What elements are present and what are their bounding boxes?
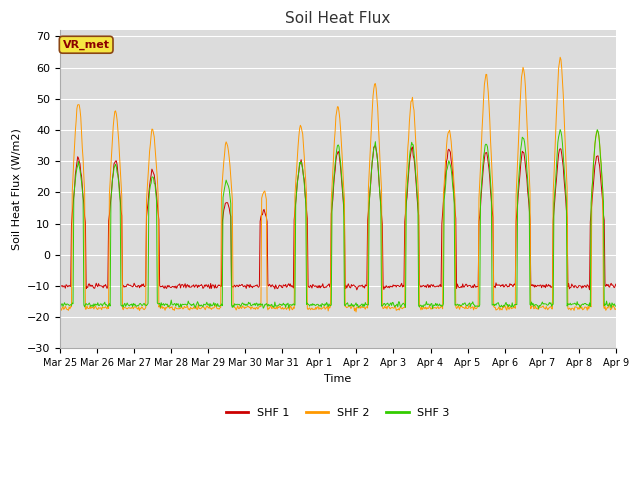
SHF 1 bbox=[612, 281, 620, 287]
SHF 1 bbox=[124, 281, 131, 287]
SHF 2 bbox=[209, 305, 217, 311]
SHF 3 bbox=[56, 305, 64, 311]
SHF 2 bbox=[612, 306, 620, 312]
Line: SHF 3: SHF 3 bbox=[60, 130, 616, 309]
SHF 1 bbox=[209, 282, 217, 288]
SHF 2 bbox=[180, 306, 188, 312]
Y-axis label: Soil Heat Flux (W/m2): Soil Heat Flux (W/m2) bbox=[11, 128, 21, 250]
SHF 1 bbox=[407, 149, 415, 155]
Line: SHF 2: SHF 2 bbox=[60, 57, 616, 312]
Text: VR_met: VR_met bbox=[63, 40, 109, 50]
SHF 2 bbox=[422, 306, 430, 312]
SHF 3 bbox=[534, 306, 542, 312]
SHF 3 bbox=[612, 303, 620, 309]
SHF 2 bbox=[406, 109, 414, 115]
SHF 1 bbox=[423, 282, 431, 288]
Line: SHF 1: SHF 1 bbox=[60, 145, 616, 290]
SHF 2 bbox=[352, 309, 360, 315]
SHF 3 bbox=[406, 156, 413, 161]
SHF 2 bbox=[56, 307, 64, 313]
SHF 3 bbox=[124, 300, 131, 306]
SHF 3 bbox=[180, 302, 188, 308]
SHF 3 bbox=[209, 302, 217, 308]
SHF 2 bbox=[556, 54, 564, 60]
SHF 1 bbox=[371, 142, 379, 148]
SHF 3 bbox=[66, 302, 74, 308]
SHF 1 bbox=[66, 284, 74, 289]
SHF 3 bbox=[422, 302, 429, 308]
SHF 1 bbox=[56, 281, 64, 287]
X-axis label: Time: Time bbox=[324, 374, 351, 384]
SHF 1 bbox=[180, 284, 188, 290]
SHF 2 bbox=[124, 306, 131, 312]
SHF 2 bbox=[66, 306, 74, 312]
SHF 1 bbox=[353, 287, 361, 293]
Title: Soil Heat Flux: Soil Heat Flux bbox=[285, 11, 390, 26]
SHF 3 bbox=[556, 127, 564, 132]
Legend: SHF 1, SHF 2, SHF 3: SHF 1, SHF 2, SHF 3 bbox=[221, 404, 454, 422]
